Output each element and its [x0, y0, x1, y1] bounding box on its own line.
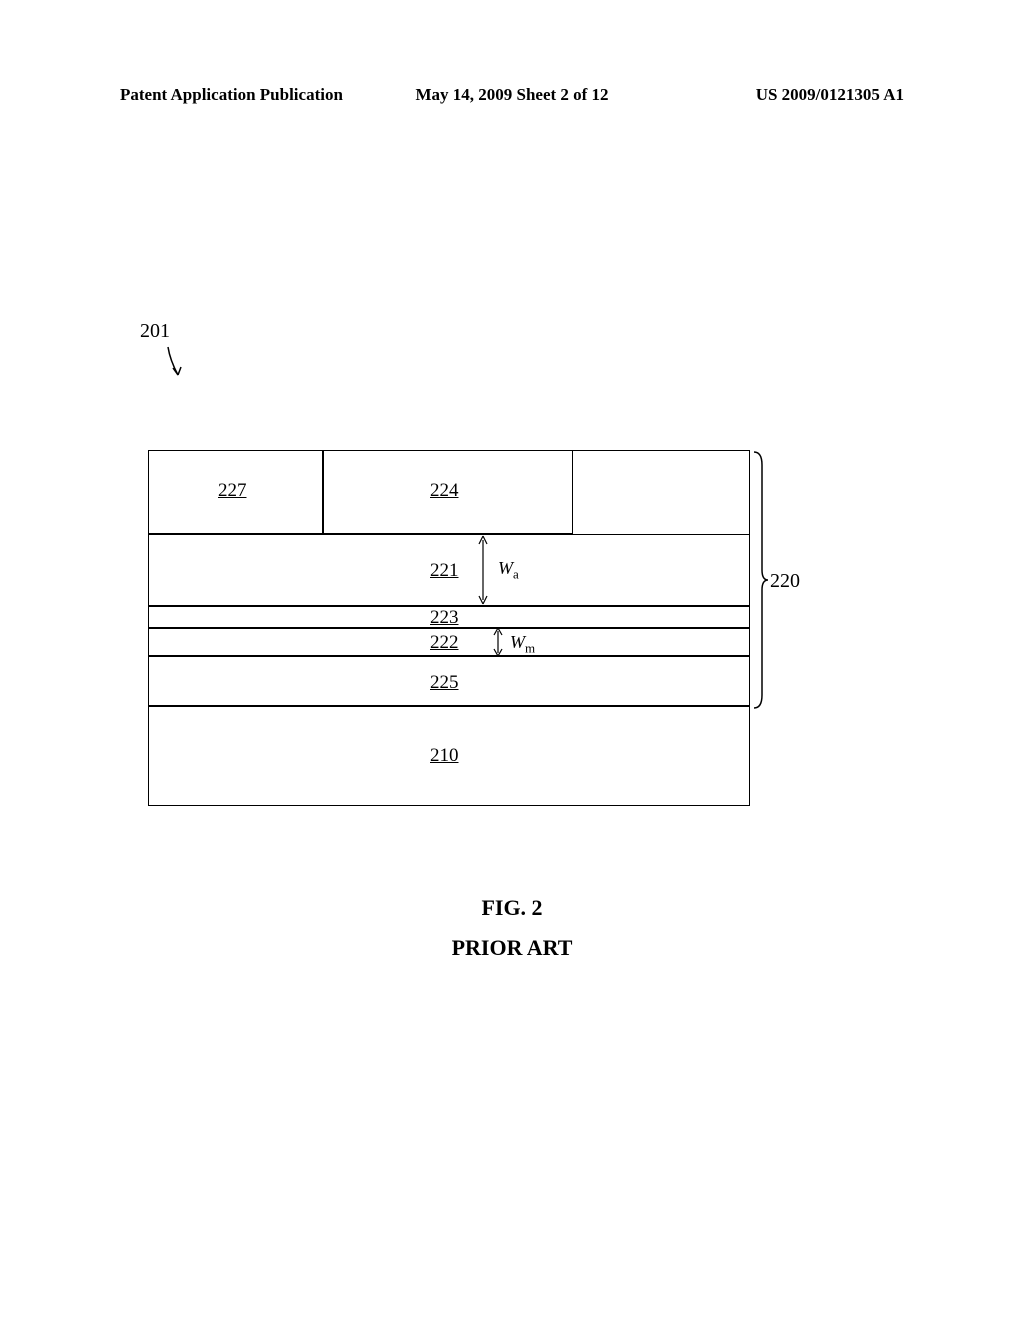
page-header: Patent Application Publication May 14, 2…: [0, 85, 1024, 105]
ref-label-224: 224: [430, 480, 459, 502]
bracket-220: [752, 450, 770, 710]
dimension-arrow-wa: [473, 534, 493, 606]
figure-caption: FIG. 2: [0, 895, 1024, 921]
ref-label-225: 225: [430, 672, 459, 694]
header-publication-number: US 2009/0121305 A1: [756, 85, 904, 105]
dimension-arrow-wm: [488, 626, 508, 658]
dimension-label-wa: Wa: [498, 558, 519, 583]
header-date-sheet: May 14, 2009 Sheet 2 of 12: [415, 85, 608, 105]
prior-art-caption: PRIOR ART: [0, 935, 1024, 961]
ref-label-210: 210: [430, 745, 459, 767]
bracket-label-220: 220: [770, 570, 800, 593]
ref-label-227: 227: [218, 480, 247, 502]
ref-label-223: 223: [430, 607, 459, 629]
reference-arrow-201: [160, 345, 190, 385]
dimension-label-wm: Wm: [510, 632, 535, 657]
ref-label-221: 221: [430, 560, 459, 582]
reference-label-201: 201: [140, 320, 170, 343]
ref-label-222: 222: [430, 632, 459, 654]
header-publication-type: Patent Application Publication: [120, 85, 343, 105]
